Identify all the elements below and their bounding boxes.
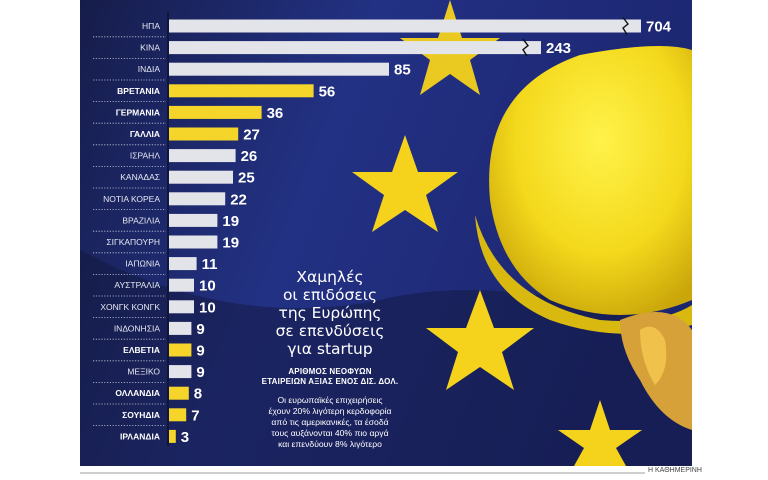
footer-divider [80,472,645,474]
axis-break-mark [522,38,529,57]
category-label: ΝΟΤΙΑ ΚΟΡΕΑ [103,194,160,204]
value-label: 10 [199,299,216,316]
category-label: ΚΙΝΑ [140,43,160,53]
value-label: 243 [546,40,571,57]
bar [169,386,189,400]
value-label: 22 [230,191,247,208]
bar [169,213,218,227]
value-label: 27 [243,127,260,144]
note-line: Οι ευρωπαϊκές επιχειρήσεις [277,395,383,405]
category-label: ΙΝΔΙΑ [138,64,161,74]
bar [169,41,541,55]
note-line: και επενδύουν 8% λιγότερο [278,439,382,449]
value-label: 704 [646,19,672,36]
title-line: οι επιδόσεις [282,286,378,304]
bar [169,408,187,422]
bar [169,257,197,271]
chart-subtitle: ΑΡΙΘΜΟΣ ΝΕΟΦΥΩΝ ΕΤΑΙΡΕΙΩΝ ΑΞΙΑΣ ΕΝΟΣ ΔΙΣ.… [240,367,420,387]
value-label: 19 [222,213,239,230]
value-label: 19 [222,235,239,252]
category-label: ΗΠΑ [142,21,160,31]
category-label: ΓΑΛΛΙΑ [130,129,160,139]
value-label: 26 [241,148,258,165]
helmet [475,46,692,334]
axis-break-mark [622,17,629,35]
category-label: ΧΟΝΓΚ ΚΟΝΓΚ [100,302,160,312]
bar [169,365,192,379]
value-label: 9 [196,321,204,338]
category-label: ΙΝΔΟΝΗΣΙΑ [114,323,161,333]
value-label: 10 [199,278,216,295]
bar [169,321,192,335]
category-label: ΟΛΛΑΝΔΙΑ [115,388,160,398]
bar [169,19,641,33]
subtitle-line: ΕΤΑΙΡΕΙΩΝ ΑΞΙΑΣ ΕΝΟΣ ΔΙΣ. ΔΟΛ. [261,377,399,386]
category-label: ΜΕΞΙΚΟ [127,367,160,377]
category-label: ΙΑΠΩΝΙΑ [125,259,160,269]
category-label: ΕΛΒΕΤΙΑ [123,345,160,355]
bar [169,105,262,119]
bar [169,84,314,98]
bar [169,429,176,443]
value-label: 3 [181,429,189,446]
title-line: Χαμηλές [296,268,364,286]
bar [169,235,218,249]
chart-text-block: Χαμηλές οι επιδόσεις της Ευρώπης σε επενδύσ… [240,268,420,450]
bar [169,170,233,184]
category-label: ΑΥΣΤΡΑΛΙΑ [114,280,160,290]
value-label: 25 [238,170,255,187]
category-label: ΒΡΕΤΑΝΙΑ [117,86,160,96]
note-line: τους αυξάνονται 40% πιο αργά [271,428,389,438]
title-line: σε επενδύσεις [275,322,385,340]
category-label: ΙΡΛΑΝΔΙΑ [120,431,160,441]
value-label: 8 [194,386,202,403]
title-line: για startup [287,340,373,358]
bar [169,192,226,206]
value-label: 56 [319,83,336,100]
category-label: ΣΟΥΗΔΙΑ [122,410,160,420]
bar [169,149,236,163]
value-label: 85 [394,62,411,79]
title-line: της Ευρώπης [278,304,382,322]
category-label: ΓΕΡΜΑΝΙΑ [116,107,160,117]
value-label: 36 [267,105,284,122]
source-credit: Η ΚΑΘΗΜΕΡΙΝΗ [648,467,702,474]
bar [169,127,239,141]
value-label: 9 [196,364,204,381]
category-label: ΙΣΡΑΗΛ [130,151,160,161]
note-line: από τις αμερικανικές, τα έσοδά [271,417,389,427]
bar [169,278,194,292]
bar [169,62,389,76]
category-label: ΚΑΝΑΔΑΣ [120,172,160,182]
bar [169,300,194,314]
note-line: έχουν 20% λιγότερη κερδοφορία [268,406,392,416]
category-label: ΣΙΓΚΑΠΟΥΡΗ [106,237,160,247]
chart-title: Χαμηλές οι επιδόσεις της Ευρώπης σε επενδύσ… [240,268,420,358]
chart-note: Οι ευρωπαϊκές επιχειρήσεις έχουν 20% λιγό… [240,395,420,450]
value-label: 9 [196,343,204,360]
value-label: 11 [202,256,218,273]
bar [169,343,192,357]
glove [620,312,692,430]
value-label: 7 [191,407,199,424]
subtitle-line: ΑΡΙΘΜΟΣ ΝΕΟΦΥΩΝ [288,367,372,376]
category-label: ΒΡΑΖΙΛΙΑ [122,215,160,225]
